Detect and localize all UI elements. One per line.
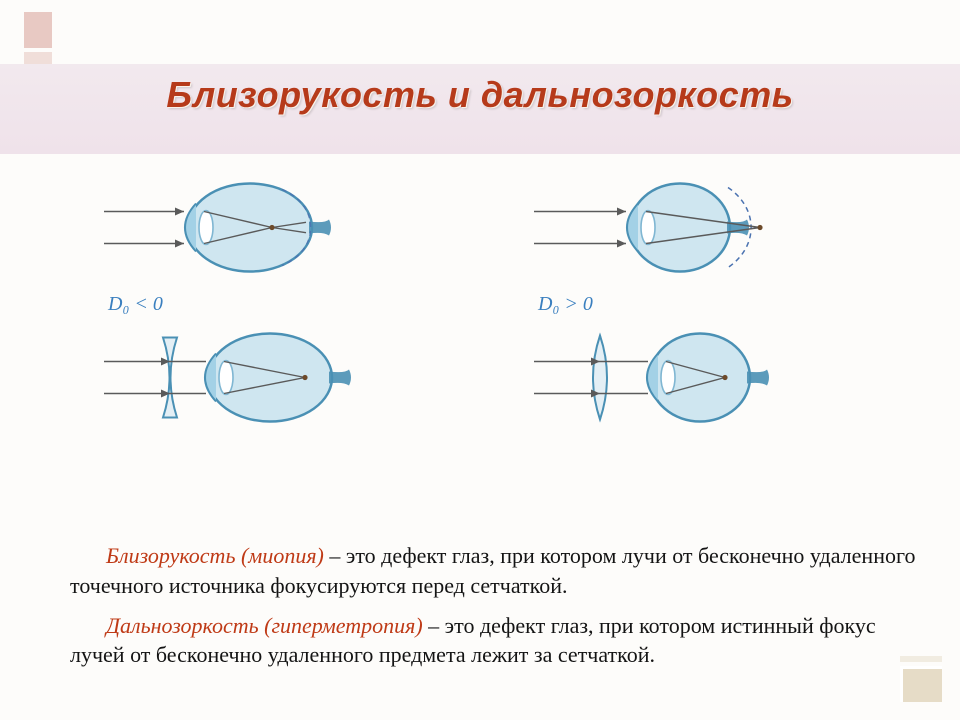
definition-hyperopia: Дальнозоркость (гиперметропия) – это деф… — [70, 611, 920, 670]
myopia-lens-label: D₀ < 0 — [108, 293, 163, 316]
diagram-panel: D₀ < 0 D₀ > 0 — [100, 170, 890, 450]
hyperopia-column: D₀ > 0 — [530, 170, 890, 435]
page-title: Близорукость и дальнозоркость — [0, 74, 960, 116]
myopia-corrected-eye — [100, 320, 460, 435]
accent-decoration — [24, 12, 52, 48]
term-hyperopia: Дальнозоркость (гиперметропия) — [106, 613, 423, 638]
corner-decoration — [900, 666, 942, 702]
hyperopia-lens-label: D₀ > 0 — [538, 293, 593, 316]
definition-myopia: Близорукость (миопия) – это дефект глаз,… — [70, 541, 920, 600]
myopia-column: D₀ < 0 — [100, 170, 460, 435]
myopia-plain-eye — [100, 170, 460, 285]
definitions-block: Близорукость (миопия) – это дефект глаз,… — [70, 541, 920, 680]
hyperopia-corrected-eye — [530, 320, 890, 435]
term-myopia: Близорукость (миопия) — [106, 543, 324, 568]
hyperopia-plain-eye — [530, 170, 890, 285]
